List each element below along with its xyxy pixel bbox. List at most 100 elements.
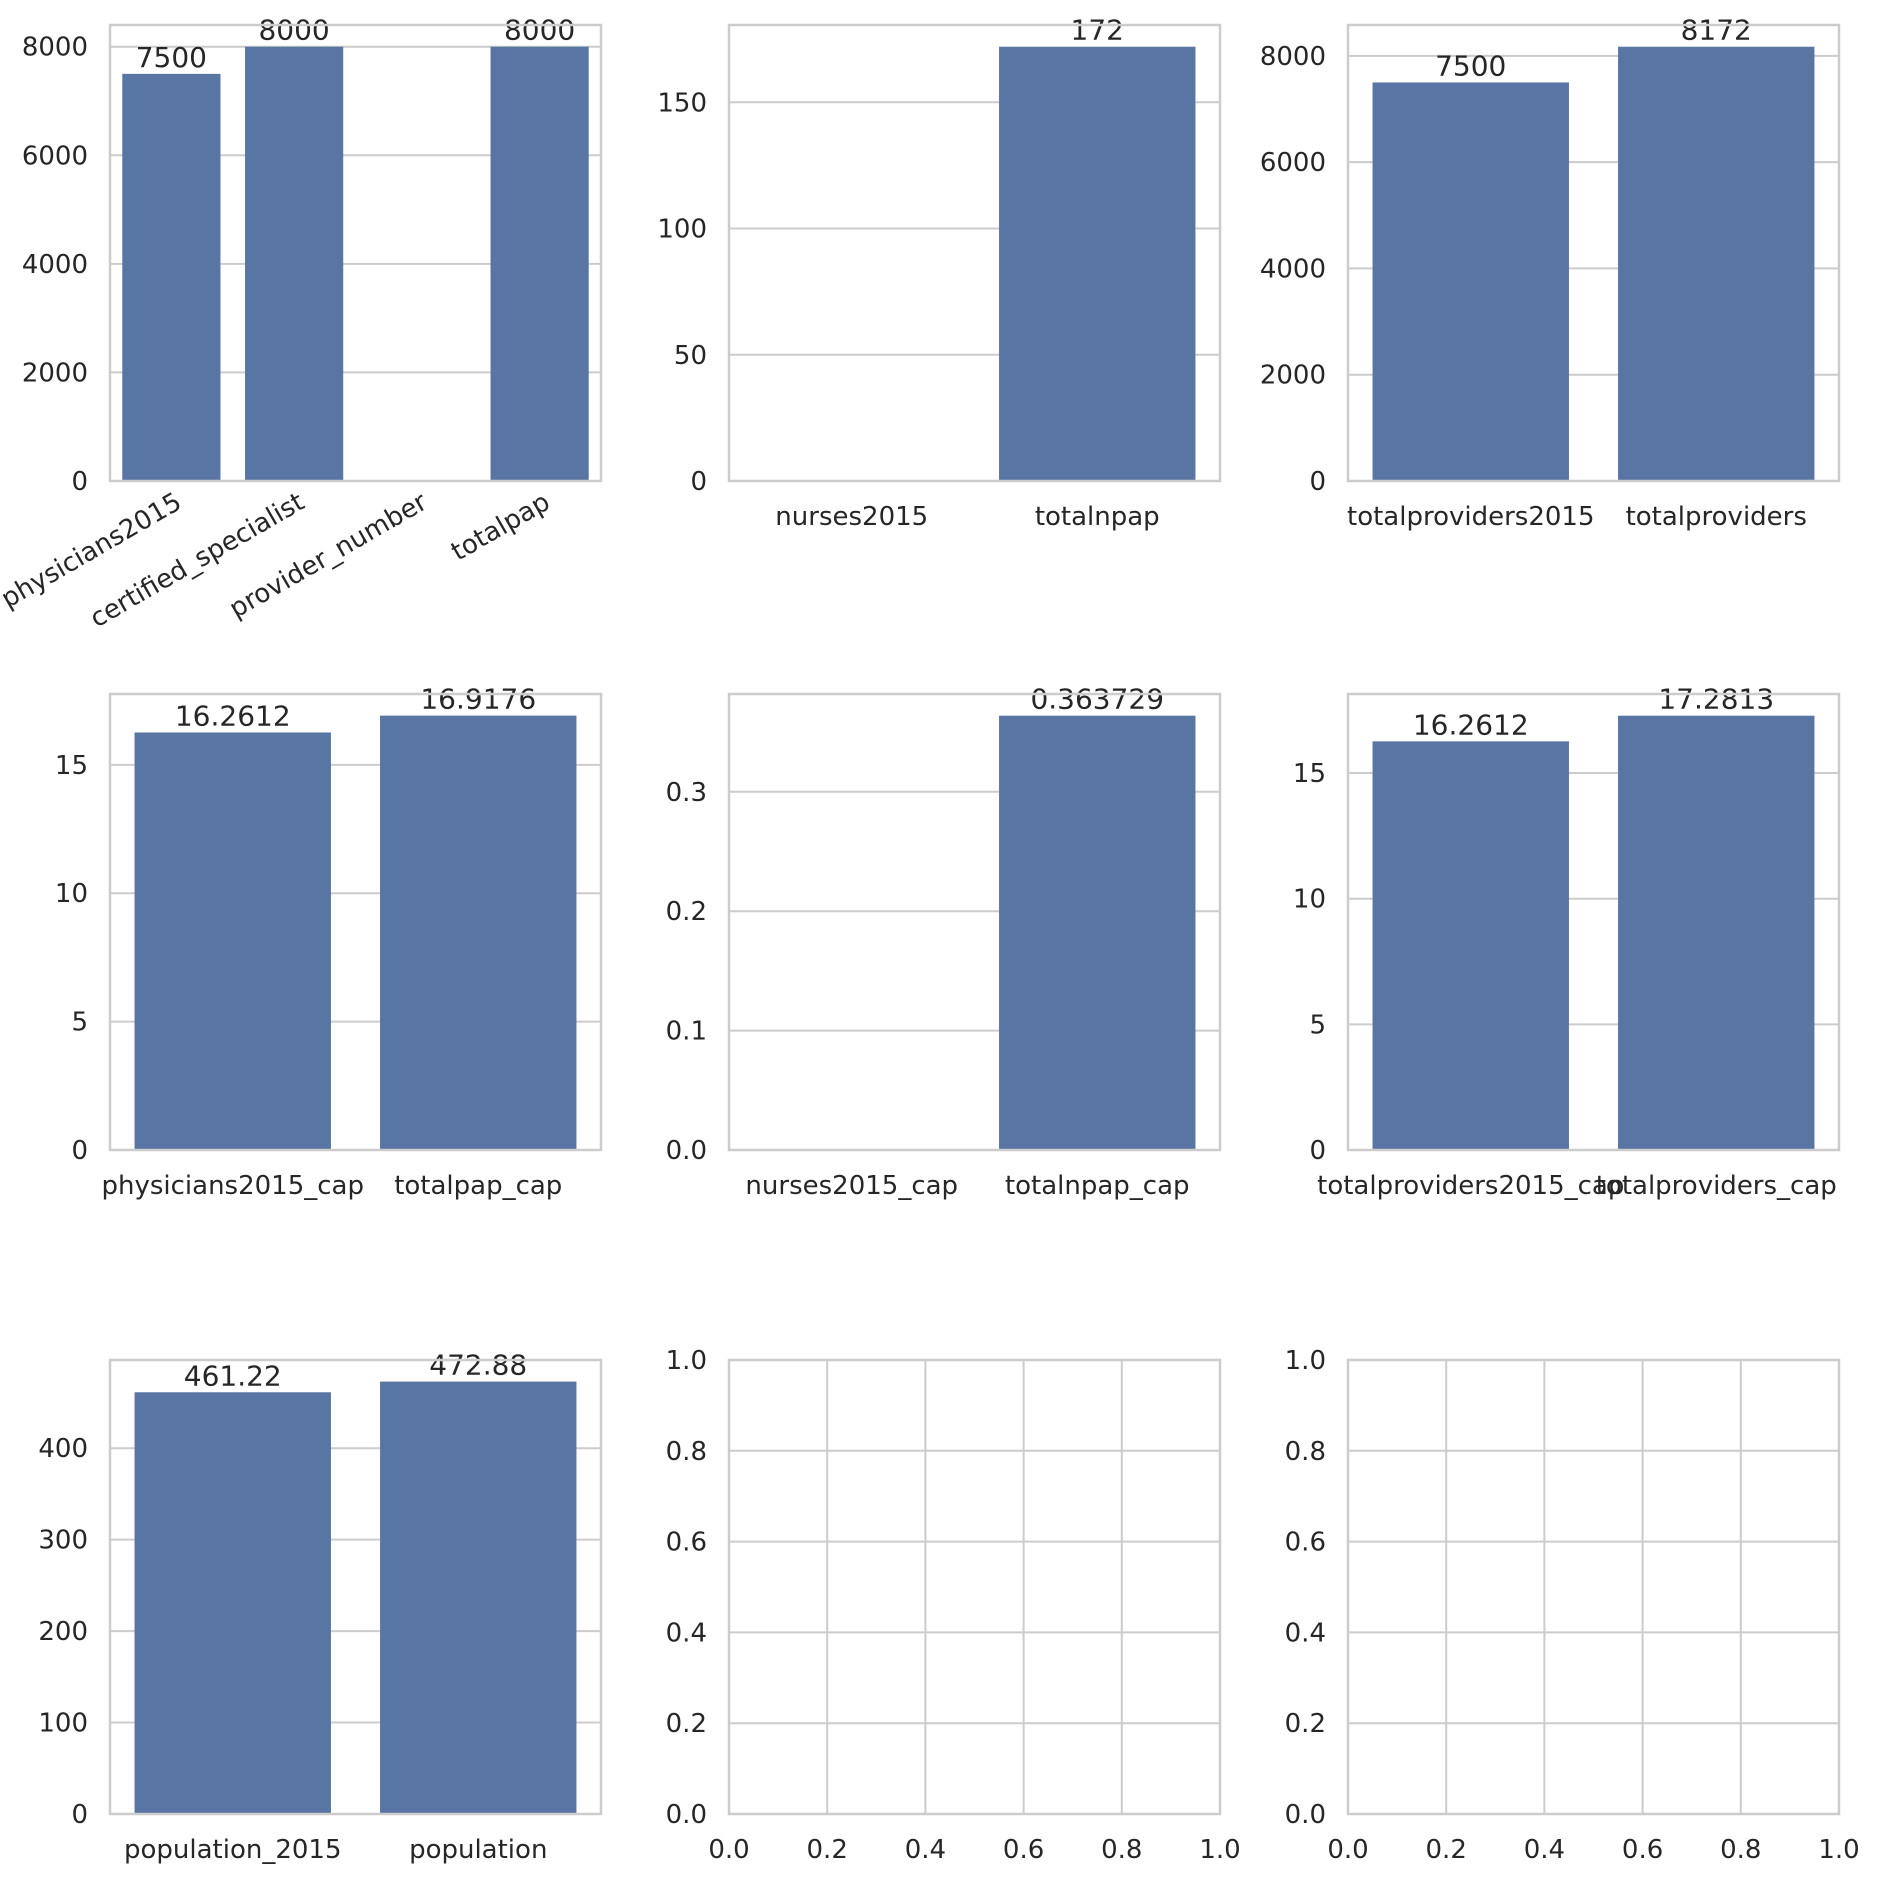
y-tick-label: 15 bbox=[1293, 759, 1326, 789]
x-tick-label: nurses2015 bbox=[775, 502, 928, 532]
y-tick-label: 5 bbox=[71, 1008, 88, 1038]
y-tick-label: 2000 bbox=[22, 358, 88, 388]
data-label: 0.363729 bbox=[1030, 683, 1164, 716]
x-tick-label: totalnpap bbox=[1035, 502, 1160, 532]
subplot-4: 16.2612 physicians2015_cap 16.9176 totalpap… bbox=[55, 683, 603, 1201]
x-tick-label: 0.2 bbox=[807, 1835, 848, 1865]
data-label: 16.9176 bbox=[420, 683, 536, 716]
y-tick-label: 15 bbox=[55, 751, 88, 781]
y-tick-label: 0.8 bbox=[666, 1437, 707, 1467]
y-tick-label: 8000 bbox=[22, 33, 88, 63]
y-tick-label: 0 bbox=[71, 1136, 88, 1166]
y-tick-label: 0.2 bbox=[1285, 1709, 1326, 1739]
bar bbox=[1372, 741, 1569, 1150]
data-label: 16.2612 bbox=[175, 699, 291, 732]
y-tick-label: 4000 bbox=[1260, 254, 1326, 284]
axes-frame bbox=[727, 1358, 1222, 1816]
y-tick-label: 0 bbox=[71, 467, 88, 497]
y-tick-label: 10 bbox=[55, 879, 88, 909]
bar bbox=[380, 1381, 577, 1814]
bar bbox=[1372, 82, 1569, 481]
y-tick-label: 5 bbox=[1309, 1010, 1326, 1040]
subplot-8: 0.0 0.2 0.4 0.6 0.8 1.0 0.0 0.2 0.4 0.6 0.8 1.0 bbox=[666, 1346, 1241, 1865]
subplot-2: nurses2015 172 totalnpap 0 50 100 150 bbox=[657, 14, 1222, 532]
y-tick-label: 0.4 bbox=[1285, 1618, 1326, 1648]
subplot-7: 461.22 population_2015 472.88 population 0 10… bbox=[38, 1349, 603, 1865]
y-tick-label: 0.3 bbox=[666, 778, 707, 808]
y-tick-label: 150 bbox=[657, 88, 707, 118]
data-label: 8000 bbox=[504, 14, 575, 47]
x-tick-label: 1.0 bbox=[1199, 1835, 1240, 1865]
bar bbox=[380, 715, 577, 1150]
y-tick-label: 50 bbox=[674, 341, 707, 371]
axes-frame bbox=[108, 23, 603, 483]
y-tick-label: 1.0 bbox=[1285, 1346, 1326, 1376]
y-tick-label: 0.1 bbox=[666, 1017, 707, 1047]
x-tick-label: 0.8 bbox=[1101, 1835, 1142, 1865]
y-tick-label: 100 bbox=[38, 1709, 88, 1739]
x-tick-label: totalproviders2015_cap bbox=[1317, 1171, 1624, 1201]
y-tick-label: 0 bbox=[1309, 467, 1326, 497]
y-tick-label: 0.6 bbox=[666, 1528, 707, 1558]
x-tick-label: totalproviders bbox=[1626, 502, 1807, 532]
y-tick-label: 10 bbox=[1293, 885, 1326, 915]
x-tick-label: 0.0 bbox=[1327, 1835, 1368, 1865]
axes-frame bbox=[108, 692, 603, 1152]
y-tick-label: 2000 bbox=[1260, 361, 1326, 391]
y-tick-label: 4000 bbox=[22, 250, 88, 280]
axes-frame bbox=[1346, 1358, 1841, 1816]
x-tick-label: totalpap bbox=[446, 487, 555, 567]
bar bbox=[1618, 46, 1815, 481]
bar bbox=[122, 73, 221, 481]
x-tick-label: 0.6 bbox=[1003, 1835, 1044, 1865]
data-label: 7500 bbox=[1435, 49, 1506, 82]
x-tick-label: 1.0 bbox=[1818, 1835, 1859, 1865]
y-tick-label: 0.8 bbox=[1285, 1437, 1326, 1467]
subplot-6: 16.2612 totalproviders2015_cap 17.2813 tota… bbox=[1293, 683, 1841, 1201]
y-tick-label: 300 bbox=[38, 1526, 88, 1556]
y-tick-label: 0.0 bbox=[666, 1136, 707, 1166]
y-tick-label: 0 bbox=[1309, 1136, 1326, 1166]
y-tick-label: 6000 bbox=[1260, 148, 1326, 178]
x-tick-label: totalnpap_cap bbox=[1005, 1171, 1190, 1201]
y-tick-label: 0 bbox=[690, 467, 707, 497]
data-label: 172 bbox=[1071, 14, 1124, 47]
y-tick-label: 0.2 bbox=[666, 1709, 707, 1739]
x-tick-label: 0.2 bbox=[1426, 1835, 1467, 1865]
x-tick-label: 0.6 bbox=[1622, 1835, 1663, 1865]
x-tick-label: certified_specialist bbox=[85, 487, 310, 634]
x-tick-label: population_2015 bbox=[124, 1835, 342, 1865]
x-tick-label: physicians2015_cap bbox=[101, 1171, 364, 1201]
bar bbox=[1618, 715, 1815, 1150]
y-tick-label: 1.0 bbox=[666, 1346, 707, 1376]
x-tick-label: nurses2015_cap bbox=[745, 1171, 958, 1201]
bar bbox=[490, 46, 589, 481]
y-tick-label: 400 bbox=[38, 1434, 88, 1464]
axes-frame bbox=[1346, 23, 1841, 483]
y-tick-label: 0.0 bbox=[1285, 1800, 1326, 1830]
bar bbox=[999, 46, 1196, 481]
data-label: 472.88 bbox=[429, 1349, 527, 1382]
data-label: 17.2813 bbox=[1658, 683, 1774, 716]
y-tick-label: 6000 bbox=[22, 141, 88, 171]
data-label: 461.22 bbox=[184, 1359, 282, 1392]
x-tick-label: totalproviders2015 bbox=[1347, 502, 1595, 532]
subplot-3: 7500 totalproviders2015 8172 totalproviders… bbox=[1260, 14, 1841, 532]
y-tick-label: 0.4 bbox=[666, 1618, 707, 1648]
y-tick-label: 8000 bbox=[1260, 42, 1326, 72]
x-tick-label: totalpap_cap bbox=[394, 1171, 562, 1201]
x-tick-label: 0.4 bbox=[905, 1835, 946, 1865]
x-tick-label: totalproviders_cap bbox=[1596, 1171, 1837, 1201]
y-tick-label: 0.2 bbox=[666, 897, 707, 927]
axes-frame bbox=[1346, 692, 1841, 1152]
data-label: 16.2612 bbox=[1413, 708, 1529, 741]
x-tick-label: 0.8 bbox=[1720, 1835, 1761, 1865]
bar bbox=[134, 732, 331, 1150]
data-label: 8172 bbox=[1681, 14, 1752, 47]
axes-frame bbox=[727, 23, 1222, 483]
y-tick-label: 0.0 bbox=[666, 1800, 707, 1830]
subplot-5: nurses2015_cap 0.363729 totalnpap_cap 0.0 0.… bbox=[666, 683, 1222, 1201]
y-tick-label: 100 bbox=[657, 215, 707, 245]
x-tick-label: population bbox=[409, 1835, 547, 1865]
